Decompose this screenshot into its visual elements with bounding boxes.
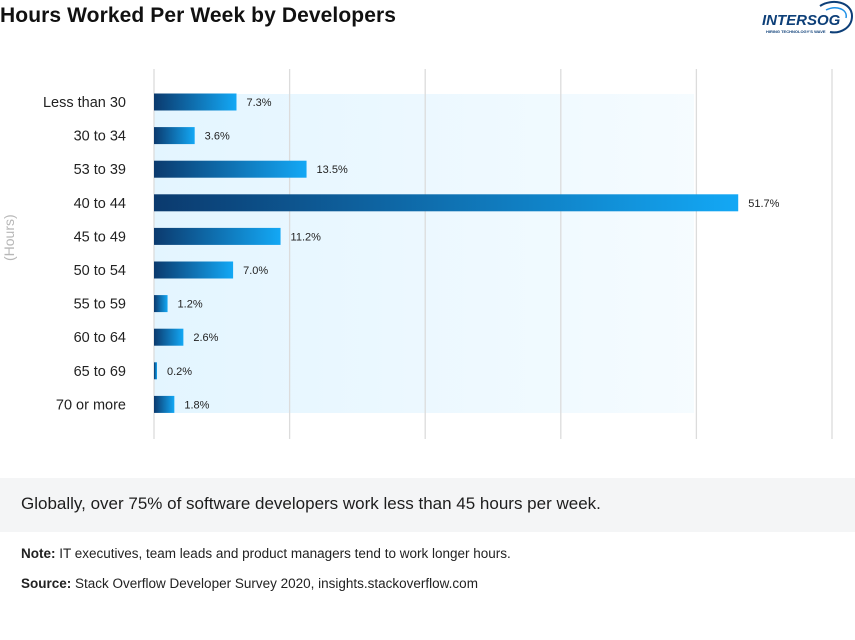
source-text: Stack Overflow Developer Survey 2020, in… (71, 576, 478, 591)
data-label: 7.0% (243, 265, 268, 277)
intersog-logo: INTERSOG HIRING TECHNOLOGY'S WAVE (762, 0, 854, 34)
category-label: 40 to 44 (74, 196, 126, 212)
bar (154, 295, 168, 313)
y-axis-title: (Hours) (1, 214, 17, 261)
data-label: 51.7% (748, 198, 779, 210)
category-label: 30 to 34 (74, 129, 126, 145)
data-label: 11.2% (291, 231, 322, 243)
category-label: Less than 30 (43, 95, 126, 111)
data-label: 2.6% (193, 332, 218, 344)
bar (154, 328, 184, 346)
category-label: 50 to 54 (74, 263, 126, 279)
category-label: 53 to 39 (74, 162, 126, 178)
note-label: Note: (21, 546, 56, 561)
note: Note: IT executives, team leads and prod… (21, 546, 511, 561)
data-label: 0.2% (167, 366, 192, 378)
bar (154, 395, 175, 413)
category-label: 65 to 69 (74, 364, 126, 380)
data-label: 13.5% (317, 164, 348, 176)
data-label: 1.2% (178, 299, 203, 311)
logo-wordmark: INTERSOG (762, 12, 841, 29)
summary-box: Globally, over 75% of software developer… (0, 478, 855, 532)
category-label: 70 or more (56, 397, 126, 413)
bar (154, 93, 237, 111)
data-label: 3.6% (205, 131, 230, 143)
data-label: 1.8% (184, 399, 209, 411)
summary-text: Globally, over 75% of software developer… (21, 494, 601, 513)
highlight-band (154, 94, 694, 413)
bar (154, 261, 234, 279)
bars: Less than 30 7.3% 30 to 34 3.6% 53 to 39 13.5… (43, 93, 780, 413)
bar (154, 194, 739, 212)
bar-chart: Less than 30 7.3% 30 to 34 3.6% 53 to 39 13.5… (43, 69, 833, 439)
bar (154, 160, 307, 178)
source-label: Source: (21, 576, 72, 591)
logo-tagline: HIRING TECHNOLOGY'S WAVE (766, 29, 826, 34)
bar (154, 362, 157, 380)
data-label: 7.3% (246, 97, 271, 109)
category-label: 60 to 64 (74, 330, 126, 346)
category-label: 55 to 59 (74, 297, 126, 313)
chart-title: Hours Worked Per Week by Developers (0, 4, 397, 27)
category-label: 45 to 49 (74, 229, 126, 245)
bar (154, 127, 195, 145)
bar (154, 227, 281, 245)
source: Source: Stack Overflow Developer Survey … (21, 576, 478, 591)
note-text: IT executives, team leads and product ma… (55, 546, 511, 561)
